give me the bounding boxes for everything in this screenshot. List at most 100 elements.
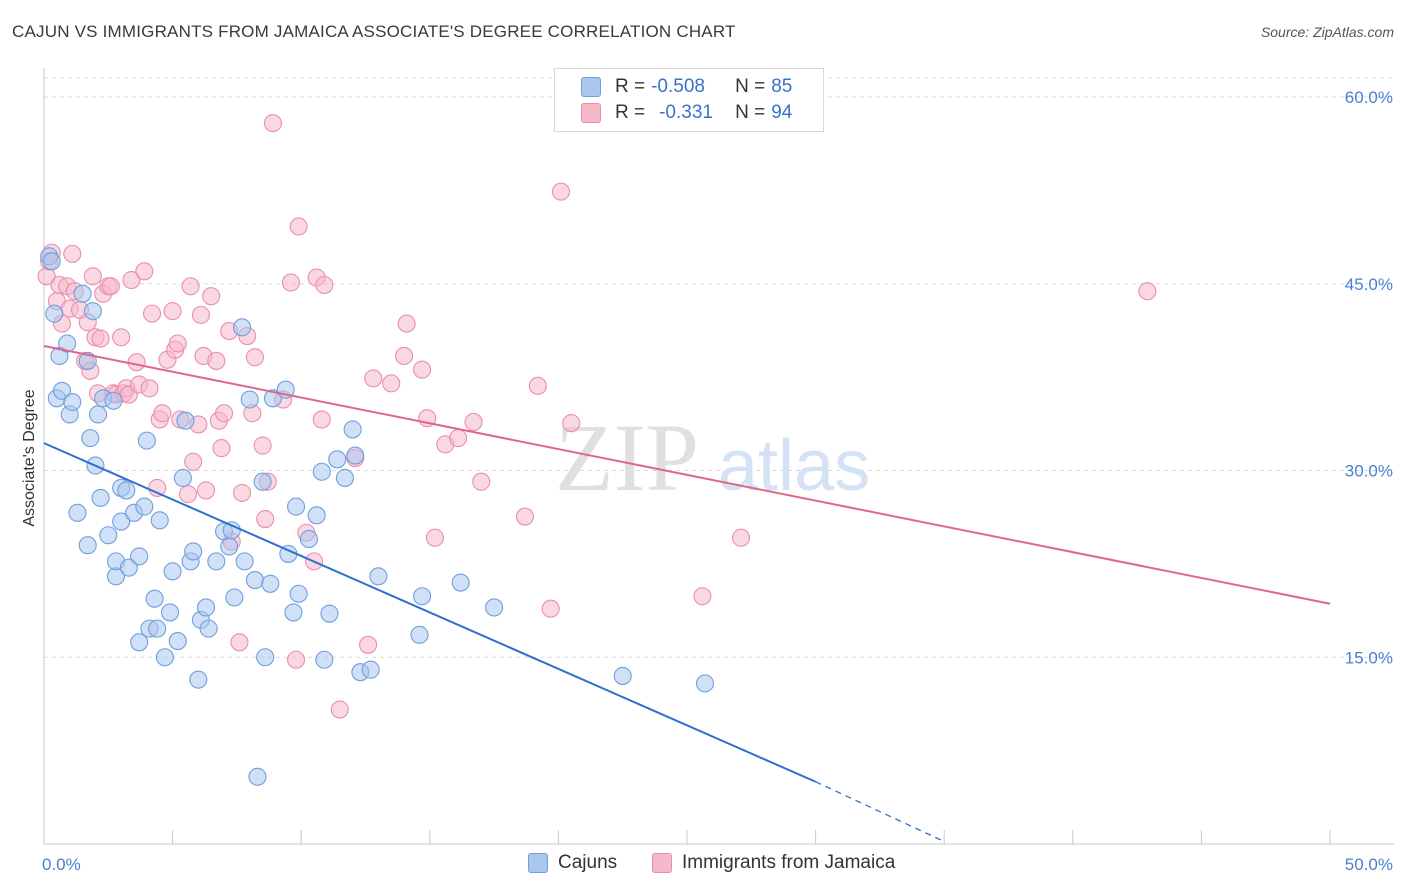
y-axis-label: Associate's Degree: [21, 389, 38, 526]
point-jamaica: [425, 528, 444, 547]
point-cajun: [328, 450, 347, 469]
point-cajun: [130, 547, 149, 566]
point-cajun: [240, 390, 259, 409]
point-cajun: [45, 304, 64, 323]
point-cajun: [119, 558, 138, 577]
point-cajun: [173, 468, 192, 488]
y-tick-label: 60.0%: [1345, 88, 1393, 107]
legend-r-label: R =: [615, 76, 646, 97]
point-cajun: [68, 503, 87, 522]
point-jamaica: [287, 650, 306, 669]
point-jamaica: [122, 270, 141, 290]
legend-swatch-pink: [581, 103, 601, 123]
point-jamaica: [464, 412, 483, 431]
x-tick-label: 50.0%: [1345, 855, 1393, 874]
point-cajun: [99, 526, 118, 545]
point-cajun: [117, 481, 136, 500]
point-cajun: [135, 497, 154, 516]
point-cajun: [222, 521, 241, 540]
bottom-legend-cajuns: Cajuns: [528, 852, 617, 874]
point-cajun: [369, 567, 388, 586]
x-tick-label: 0.0%: [42, 855, 81, 874]
point-cajun: [137, 431, 156, 450]
trend-line-cajuns: [43, 442, 817, 783]
point-jamaica: [289, 217, 308, 236]
point-cajun: [413, 587, 432, 606]
trend-lines: [43, 345, 1331, 843]
point-jamaica: [693, 587, 712, 606]
series-cajuns: [40, 247, 715, 786]
point-jamaica: [541, 599, 560, 618]
point-cajun: [168, 632, 187, 651]
point-jamaica: [364, 369, 383, 388]
point-cajun: [83, 302, 102, 321]
point-jamaica: [212, 439, 231, 458]
point-cajun: [199, 619, 218, 638]
point-jamaica: [397, 314, 416, 333]
point-jamaica: [127, 353, 146, 372]
legend-n-value: 94: [771, 102, 793, 123]
tick-labels: 15.0% 30.0% 45.0% 60.0% 0.0% 50.0%: [42, 88, 1393, 874]
point-cajun: [150, 511, 169, 530]
chart-title: CAJUN VS IMMIGRANTS FROM JAMAICA ASSOCIA…: [12, 22, 736, 41]
grid-lines: [44, 77, 1394, 658]
legend-row-jamaica: R = -0.331 N = 94: [581, 101, 792, 125]
point-cajun: [235, 552, 254, 571]
point-cajun: [88, 405, 108, 424]
point-cajun: [287, 497, 306, 516]
point-jamaica: [101, 277, 120, 296]
point-jamaica: [140, 379, 159, 398]
point-jamaica: [230, 633, 249, 652]
point-cajun: [63, 392, 82, 412]
point-jamaica: [148, 478, 167, 497]
point-jamaica: [551, 182, 571, 201]
trend-line-jamaica: [43, 345, 1331, 605]
point-cajun: [189, 670, 208, 689]
point-jamaica: [202, 287, 221, 306]
point-cajun: [284, 603, 303, 622]
point-cajun: [184, 542, 203, 561]
point-jamaica: [181, 277, 200, 296]
bottom-legend-label: Cajuns: [558, 852, 618, 873]
point-cajun: [220, 537, 239, 556]
point-jamaica: [184, 452, 203, 471]
legend-n-label: N =: [735, 102, 766, 123]
point-jamaica: [178, 485, 198, 504]
point-jamaica: [112, 328, 131, 347]
bottom-legend-label: Immigrants from Jamaica: [682, 852, 896, 873]
point-cajun: [248, 767, 267, 786]
point-cajun: [320, 604, 339, 623]
point-cajun: [145, 589, 164, 608]
point-cajun: [176, 411, 195, 430]
source-label: Source: ZipAtlas.com: [1260, 24, 1394, 40]
point-jamaica: [191, 305, 210, 324]
point-cajun: [410, 625, 429, 644]
point-jamaica: [163, 302, 182, 321]
point-jamaica: [135, 262, 154, 281]
point-cajun: [299, 529, 318, 549]
watermark: ZIP atlas: [555, 404, 870, 511]
point-jamaica: [245, 348, 264, 367]
point-cajun: [613, 666, 632, 685]
point-jamaica: [1138, 282, 1157, 301]
y-tick-label: 15.0%: [1345, 648, 1393, 667]
point-cajun: [91, 488, 110, 507]
point-cajun: [78, 351, 97, 370]
point-cajun: [78, 536, 97, 555]
trend-line-cajuns-extension: [815, 781, 945, 843]
point-jamaica: [168, 334, 187, 353]
point-jamaica: [731, 528, 751, 547]
point-cajun: [343, 420, 362, 439]
point-cajun: [346, 446, 365, 465]
point-cajun: [451, 573, 470, 592]
point-cajun: [112, 512, 131, 531]
point-cajun: [81, 429, 100, 448]
point-cajun: [245, 571, 264, 590]
point-cajun: [73, 284, 92, 303]
point-cajun: [225, 588, 244, 607]
point-jamaica: [196, 481, 216, 500]
point-cajun: [130, 633, 149, 652]
bottom-legend: Cajuns Immigrants from Jamaica: [0, 852, 1406, 878]
point-cajun: [52, 381, 72, 400]
